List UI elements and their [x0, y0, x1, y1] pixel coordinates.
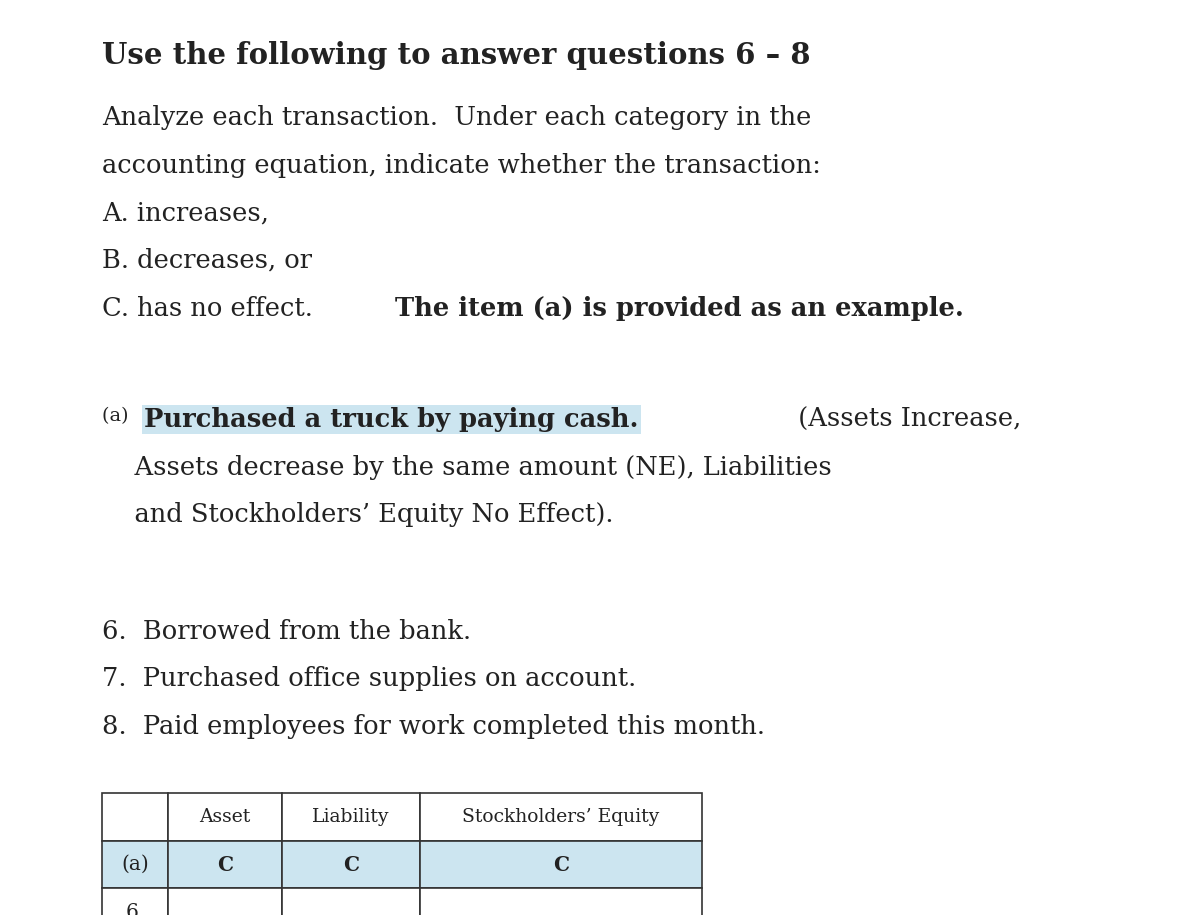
Bar [168, 888, 282, 915]
Bar [282, 793, 420, 841]
Text: 6.  Borrowed from the bank.: 6. Borrowed from the bank. [102, 619, 472, 643]
Bar [420, 888, 702, 915]
Text: C: C [553, 855, 569, 875]
Bar [102, 841, 168, 888]
Text: 7.  Purchased office supplies on account.: 7. Purchased office supplies on account. [102, 666, 636, 691]
Bar [102, 888, 168, 915]
Bar [282, 888, 420, 915]
Text: C: C [343, 855, 359, 875]
Text: (Assets Increase,: (Assets Increase, [782, 407, 1021, 432]
Text: Stockholders’ Equity: Stockholders’ Equity [462, 808, 660, 826]
Text: (a): (a) [102, 407, 134, 425]
Text: Assets decrease by the same amount (NE), Liabilities: Assets decrease by the same amount (NE),… [102, 455, 832, 479]
Text: Use the following to answer questions 6 – 8: Use the following to answer questions 6 … [102, 41, 811, 70]
Bar [282, 841, 420, 888]
Text: (a): (a) [102, 407, 134, 425]
Text: Liability: Liability [312, 808, 390, 826]
Text: and Stockholders’ Equity No Effect).: and Stockholders’ Equity No Effect). [102, 502, 613, 527]
Text: B. decreases, or: B. decreases, or [102, 248, 312, 273]
Bar [102, 793, 168, 841]
Text: The item (a) is provided as an example.: The item (a) is provided as an example. [395, 296, 964, 320]
Bar [168, 841, 282, 888]
Text: C. has no effect.: C. has no effect. [102, 296, 329, 320]
Bar [420, 793, 702, 841]
Text: C. has no effect.: C. has no effect. [102, 296, 329, 320]
Text: Asset: Asset [199, 808, 251, 826]
Bar [420, 841, 702, 888]
Text: 8.  Paid employees for work completed this month.: 8. Paid employees for work completed thi… [102, 714, 766, 738]
Text: 6.: 6. [125, 903, 145, 915]
Text: A. increases,: A. increases, [102, 200, 269, 225]
Text: Purchased a truck by paying cash.: Purchased a truck by paying cash. [144, 407, 638, 432]
Bar [168, 793, 282, 841]
Text: C: C [217, 855, 233, 875]
Text: Analyze each transaction.  Under each category in the: Analyze each transaction. Under each cat… [102, 105, 811, 130]
Text: (a): (a) [121, 856, 149, 874]
Text: accounting equation, indicate whether the transaction:: accounting equation, indicate whether th… [102, 153, 821, 178]
